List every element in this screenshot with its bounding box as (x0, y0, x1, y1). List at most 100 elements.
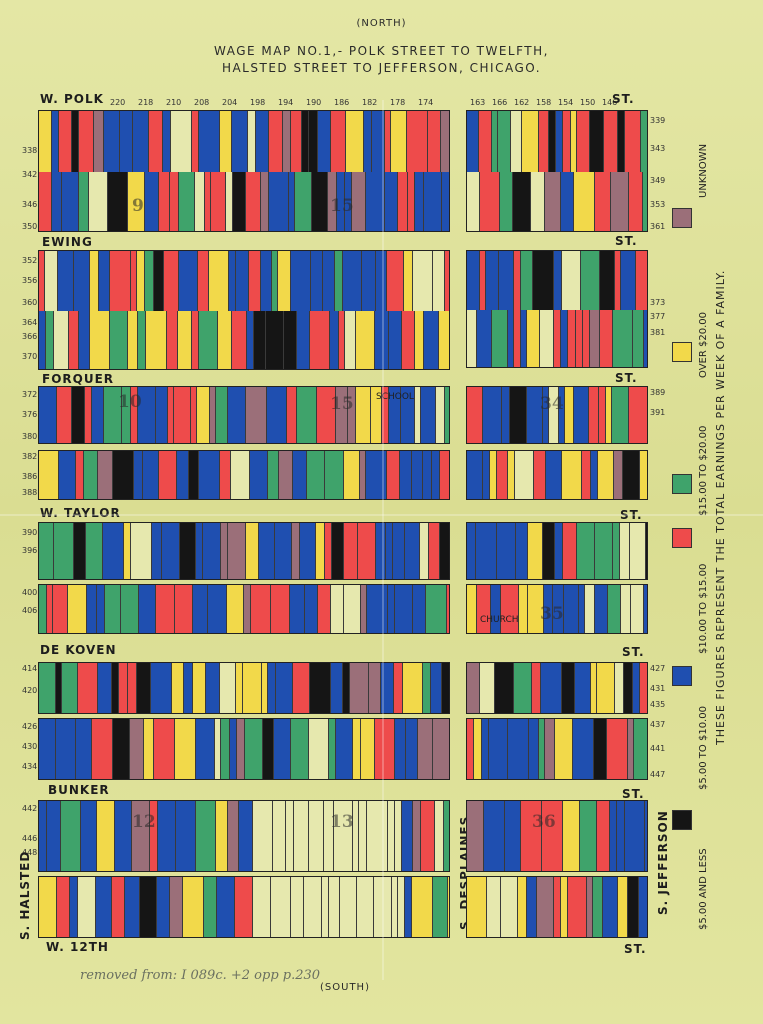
lot (122, 387, 131, 443)
lot (232, 311, 247, 369)
city-block (466, 800, 648, 872)
house-number: 220 (110, 98, 126, 107)
south-label: (SOUTH) (320, 982, 370, 993)
lot (149, 111, 163, 172)
lot (112, 877, 125, 937)
lot (293, 663, 310, 713)
lot (519, 585, 528, 633)
row-number: 448 (22, 848, 38, 857)
lot (521, 310, 527, 367)
map-title-line2: HALSTED STREET TO JEFFERSON, CHICAGO. (221, 61, 542, 75)
lot (248, 111, 256, 172)
lot (300, 523, 316, 579)
lot (249, 251, 261, 311)
lot (561, 172, 574, 231)
row-number: 352 (22, 256, 38, 265)
lot (113, 719, 130, 779)
street-ewing: EWING (42, 235, 93, 249)
street-bunker: BUNKER (48, 783, 110, 797)
lot (477, 310, 492, 367)
lot (360, 451, 366, 499)
lot (633, 310, 644, 367)
legend-label-15to20: $15.00 TO $20.00 (698, 425, 709, 516)
lot (467, 585, 477, 633)
lot (561, 877, 568, 937)
lot (151, 663, 172, 713)
house-number: 166 (492, 98, 508, 107)
lot (90, 311, 110, 369)
lot (597, 663, 615, 713)
lot (521, 801, 542, 871)
lot (591, 663, 597, 713)
lot (531, 172, 545, 231)
lot (367, 585, 388, 633)
lot (239, 801, 253, 871)
lot (206, 663, 220, 713)
street-forquer-st: ST. (615, 371, 638, 385)
lot (297, 311, 310, 369)
city-block (38, 800, 450, 872)
lot (269, 111, 283, 172)
lot (97, 801, 115, 871)
lot (191, 387, 197, 443)
lot (192, 111, 199, 172)
lot (231, 451, 250, 499)
lot (500, 172, 513, 231)
lot (644, 310, 647, 367)
lot (353, 719, 361, 779)
lot (324, 801, 334, 871)
lot (76, 451, 84, 499)
lot (245, 719, 263, 779)
lot (119, 663, 128, 713)
city-block (466, 450, 648, 500)
lot (92, 719, 113, 779)
lot (220, 451, 231, 499)
lot (555, 719, 573, 779)
lot (514, 310, 521, 367)
lot (54, 311, 69, 369)
lot (528, 585, 544, 633)
lot (555, 523, 563, 579)
lot (467, 387, 483, 443)
lot (487, 877, 501, 937)
lot (439, 311, 449, 369)
lot (39, 523, 54, 579)
lot (554, 251, 562, 310)
legend-swatch-15to20 (672, 474, 692, 494)
house-number: 178 (390, 98, 406, 107)
lot (253, 877, 271, 937)
north-label: (NORTH) (356, 18, 407, 29)
lot (331, 585, 344, 633)
legend-swatch-5to10 (672, 666, 692, 686)
lot (286, 801, 294, 871)
lot (318, 111, 331, 172)
lot (375, 719, 395, 779)
lot (87, 585, 97, 633)
city-block (466, 584, 648, 634)
row-number: 390 (22, 528, 38, 537)
lot (254, 311, 266, 369)
lot (79, 311, 90, 369)
lot (356, 311, 375, 369)
lot (156, 585, 175, 633)
row-number: 391 (650, 408, 666, 417)
lot (408, 172, 415, 231)
lot (406, 719, 418, 779)
lot (183, 877, 204, 937)
lot (261, 251, 272, 311)
lot (328, 172, 337, 231)
lot (479, 111, 492, 172)
lot (330, 311, 339, 369)
lot (423, 663, 431, 713)
lot (561, 310, 568, 367)
lot (480, 663, 495, 713)
row-number: 442 (22, 804, 38, 813)
lot (199, 451, 220, 499)
lot (318, 585, 331, 633)
lot (331, 663, 343, 713)
lot (79, 111, 94, 172)
lot (387, 251, 404, 311)
lot (256, 111, 269, 172)
row-number: 435 (650, 700, 666, 709)
lot (94, 111, 104, 172)
